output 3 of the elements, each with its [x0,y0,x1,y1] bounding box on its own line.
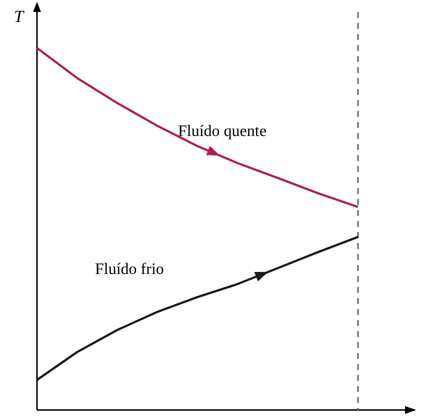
y-axis-title: T [14,7,25,26]
series-label: Fluído frio [95,261,164,278]
series-label: Fluído quente [178,123,266,140]
